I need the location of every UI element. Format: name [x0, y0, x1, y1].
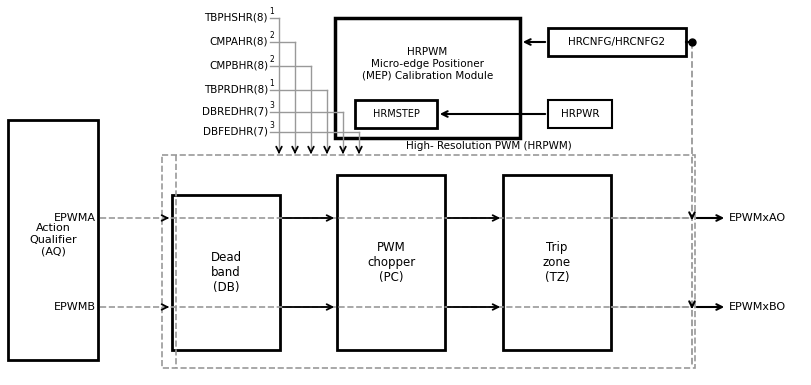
Text: 3: 3 [269, 122, 274, 131]
Text: EPWMA: EPWMA [54, 213, 96, 223]
Bar [8, 120, 98, 360]
Text: 1: 1 [269, 79, 274, 89]
Text: 2: 2 [269, 32, 274, 40]
Text: Action
Qualifier
(AQ): Action Qualifier (AQ) [29, 223, 77, 256]
Text: HRCNFG/HRCNFG2: HRCNFG/HRCNFG2 [569, 37, 666, 47]
Text: TBPHSHR(8): TBPHSHR(8) [204, 13, 268, 23]
Text: HRPWR: HRPWR [560, 109, 599, 119]
Text: CMPBHR(8): CMPBHR(8) [209, 61, 268, 71]
Text: EPWMxBO: EPWMxBO [729, 302, 786, 312]
Text: High- Resolution PWM (HRPWM): High- Resolution PWM (HRPWM) [406, 141, 572, 151]
Bar [548, 100, 612, 128]
Text: CMPAHR(8): CMPAHR(8) [209, 37, 268, 47]
Bar [337, 175, 445, 350]
Text: PWM
chopper
(PC): PWM chopper (PC) [367, 241, 415, 284]
Text: 1: 1 [269, 7, 274, 17]
Text: Dead
band
(DB): Dead band (DB) [210, 251, 242, 294]
Bar [503, 175, 611, 350]
Bar [172, 195, 280, 350]
Bar [355, 100, 437, 128]
Text: 2: 2 [269, 55, 274, 65]
Text: TBPRDHR(8): TBPRDHR(8) [204, 85, 268, 95]
Bar [548, 28, 686, 56]
Text: EPWMxAO: EPWMxAO [729, 213, 786, 223]
Text: 3: 3 [269, 102, 274, 110]
Text: DBFEDHR(7): DBFEDHR(7) [203, 127, 268, 137]
Text: HRPWM
Micro-edge Positioner
(MEP) Calibration Module: HRPWM Micro-edge Positioner (MEP) Calibr… [362, 47, 493, 80]
Text: Trip
zone
(TZ): Trip zone (TZ) [543, 241, 571, 284]
Text: DBREDHR(7): DBREDHR(7) [202, 107, 268, 117]
Bar [335, 18, 520, 138]
Text: HRMSTEP: HRMSTEP [372, 109, 419, 119]
Text: EPWMB: EPWMB [54, 302, 96, 312]
Bar [162, 155, 695, 368]
